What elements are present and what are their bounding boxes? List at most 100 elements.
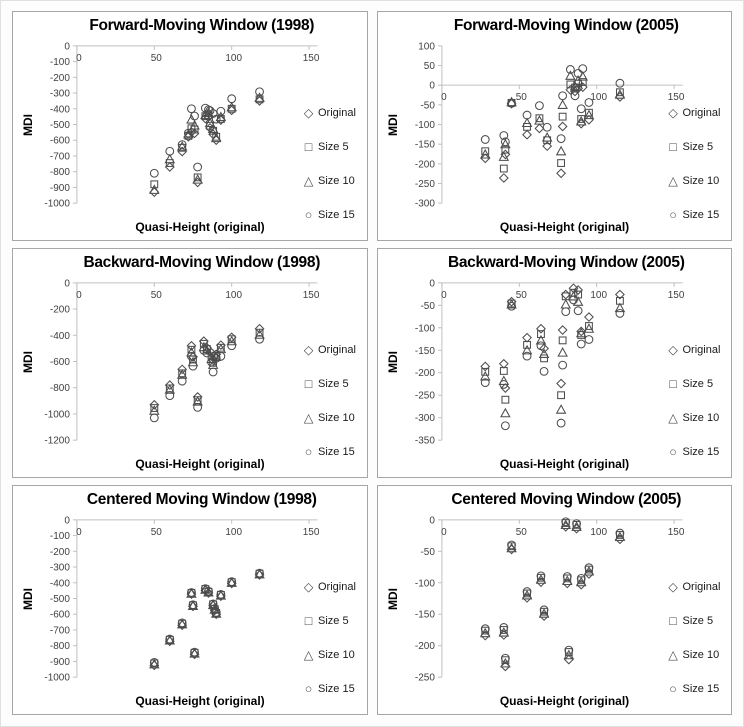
svg-text:-200: -200 xyxy=(414,368,434,379)
legend-label: Original xyxy=(318,581,356,593)
circle-icon: ○ xyxy=(669,681,677,696)
legend-item-diamond: ◇ Original xyxy=(302,570,356,604)
triangle-icon: △ xyxy=(668,647,678,662)
circle-icon: ○ xyxy=(304,207,313,222)
legend-item-triangle: △ Size 10 xyxy=(302,638,356,672)
svg-text:-200: -200 xyxy=(50,305,70,316)
chart-panel-4: 0 -100 -200 -300 -400 -500 -600 -700 -800 -900 -10… xyxy=(12,485,368,715)
svg-text:-700: -700 xyxy=(50,625,70,636)
svg-text:0: 0 xyxy=(429,81,435,92)
legend-item-circle: ○ Size 15 xyxy=(302,672,356,706)
legend-item-diamond: ◇ Original xyxy=(667,96,721,130)
x-axis-label: Quasi-Height (original) xyxy=(499,694,630,708)
legend-item-triangle: △ Size 10 xyxy=(667,164,721,198)
svg-text:-100: -100 xyxy=(414,120,434,131)
svg-text:0: 0 xyxy=(76,290,82,301)
scatter-plot: 0 -200 -400 -600 -800 -1000 -1200 0 50 100 150 xyxy=(44,278,319,447)
legend-label: Size 5 xyxy=(318,141,349,153)
svg-text:0: 0 xyxy=(64,278,70,289)
legend: ◇ Original □ Size 5 △ Size 10 ○ Size 15 xyxy=(302,570,356,706)
legend-item-triangle: △ Size 10 xyxy=(667,638,721,672)
chart-panel-0: 0 -100 -200 -300 -400 -500 -600 -700 -800 -900 -10… xyxy=(12,11,368,241)
legend-item-triangle: △ Size 10 xyxy=(667,401,721,435)
svg-text:-1000: -1000 xyxy=(44,673,70,684)
y-axis-label: MDI xyxy=(385,114,400,136)
svg-text:100: 100 xyxy=(590,290,607,301)
svg-text:-100: -100 xyxy=(50,531,70,542)
square-icon: □ xyxy=(669,376,677,391)
scatter-plot: 0 -100 -200 -300 -400 -500 -600 -700 -800 -900 -10… xyxy=(44,515,320,684)
chart-panel-1: 100 50 0 -50 -100 -150 -200 -250 -300 0 50 100 150 F… xyxy=(376,11,732,241)
legend-item-triangle: △ Size 10 xyxy=(302,401,356,435)
svg-text:-200: -200 xyxy=(50,73,70,84)
svg-text:50: 50 xyxy=(515,527,527,538)
chart-panel-5: 0 -50 -100 -150 -200 -250 0 50 100 150 Centered M… xyxy=(376,485,732,715)
legend-label: Original xyxy=(682,107,721,119)
svg-text:100: 100 xyxy=(225,527,242,538)
legend-item-diamond: ◇ Original xyxy=(302,333,356,367)
svg-text:-100: -100 xyxy=(414,578,434,589)
svg-text:-800: -800 xyxy=(50,383,70,394)
svg-text:0: 0 xyxy=(64,515,70,526)
circle-icon: ○ xyxy=(669,444,677,459)
legend-label: Size 15 xyxy=(682,446,720,458)
svg-text:-700: -700 xyxy=(50,151,70,162)
diamond-icon: ◇ xyxy=(303,579,314,594)
svg-text:-400: -400 xyxy=(50,104,70,115)
legend-label: Original xyxy=(318,344,356,356)
x-axis-label: Quasi-Height (original) xyxy=(135,220,265,234)
svg-text:150: 150 xyxy=(303,53,320,64)
legend: ◇ Original □ Size 5 △ Size 10 ○ Size 15 xyxy=(302,96,356,232)
svg-text:0: 0 xyxy=(76,527,82,538)
svg-text:100: 100 xyxy=(225,53,242,64)
legend-item-circle: ○ Size 15 xyxy=(667,198,721,232)
svg-text:-800: -800 xyxy=(50,641,70,652)
y-axis-label: MDI xyxy=(21,351,35,373)
diamond-icon: ◇ xyxy=(303,342,314,357)
legend-label: Original xyxy=(682,344,721,356)
diamond-icon: ◇ xyxy=(668,105,678,120)
triangle-icon: △ xyxy=(303,410,314,425)
svg-text:-800: -800 xyxy=(50,167,70,178)
svg-text:-1000: -1000 xyxy=(44,409,70,420)
square-icon: □ xyxy=(669,139,677,154)
svg-text:100: 100 xyxy=(590,527,607,538)
legend-item-square: □ Size 5 xyxy=(302,367,356,401)
diamond-icon: ◇ xyxy=(668,342,678,357)
legend-item-circle: ○ Size 15 xyxy=(667,672,721,706)
svg-text:-400: -400 xyxy=(50,578,70,589)
square-icon: □ xyxy=(669,613,677,628)
svg-text:50: 50 xyxy=(151,53,163,64)
svg-text:-150: -150 xyxy=(414,346,434,357)
svg-text:150: 150 xyxy=(667,527,684,538)
legend-item-square: □ Size 5 xyxy=(667,604,721,638)
chart-panel-2: 0 -200 -400 -600 -800 -1000 -1200 0 50 100 150 Bac… xyxy=(12,248,368,478)
legend: ◇ Original □ Size 5 △ Size 10 ○ Size 15 xyxy=(667,96,721,232)
svg-text:50: 50 xyxy=(515,92,527,103)
svg-text:-200: -200 xyxy=(414,159,434,170)
svg-text:50: 50 xyxy=(151,290,163,301)
y-axis-label: MDI xyxy=(385,588,400,610)
triangle-icon: △ xyxy=(303,647,314,662)
scatter-plot: 0 -50 -100 -150 -200 -250 -300 -350 0 50 100 150 xyxy=(414,278,684,446)
legend-item-circle: ○ Size 15 xyxy=(667,435,721,469)
circle-icon: ○ xyxy=(304,444,313,459)
y-axis-label: MDI xyxy=(21,114,35,136)
triangle-icon: △ xyxy=(303,173,314,188)
svg-text:-150: -150 xyxy=(414,140,434,151)
svg-text:-400: -400 xyxy=(50,331,70,342)
x-axis-label: Quasi-Height (original) xyxy=(135,694,265,708)
legend: ◇ Original □ Size 5 △ Size 10 ○ Size 15 xyxy=(302,333,356,469)
square-icon: □ xyxy=(304,613,313,628)
legend-label: Size 15 xyxy=(318,446,355,458)
legend-label: Size 10 xyxy=(318,412,355,424)
svg-text:150: 150 xyxy=(303,527,320,538)
legend-label: Size 5 xyxy=(682,615,714,627)
svg-text:50: 50 xyxy=(151,527,163,538)
svg-text:-1200: -1200 xyxy=(44,436,70,447)
legend-label: Size 10 xyxy=(682,175,720,187)
circle-icon: ○ xyxy=(669,207,677,222)
svg-text:0: 0 xyxy=(64,41,70,52)
legend-item-diamond: ◇ Original xyxy=(302,96,356,130)
scatter-plot: 100 50 0 -50 -100 -150 -200 -250 -300 0 50 100 150 xyxy=(414,41,684,209)
